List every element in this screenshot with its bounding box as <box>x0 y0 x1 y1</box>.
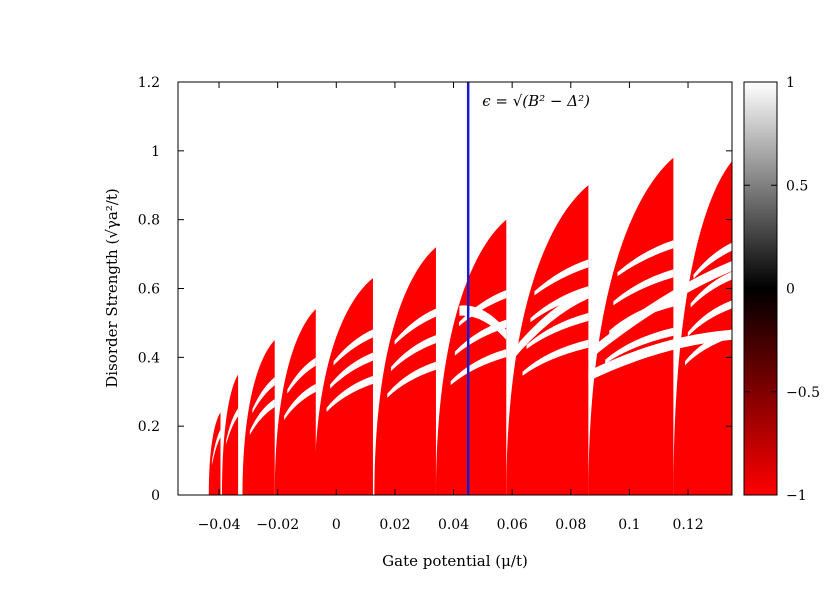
lobe-5-band-2 <box>330 352 373 389</box>
x-axis-label: Gate potential (μ/t) <box>382 552 528 570</box>
y-axis-label: Disorder Strength (√γa²/t) <box>103 188 121 387</box>
white-band-3 <box>588 260 732 361</box>
lobe-8-band-3 <box>530 286 589 323</box>
lobe-5 <box>314 278 373 495</box>
y-tick-label-2: 0.4 <box>138 350 160 366</box>
lobe-6-band-2 <box>390 335 436 372</box>
lobe-7 <box>435 219 507 495</box>
y-tick-label-5: 1 <box>151 144 160 160</box>
x-tick-label-0: −0.04 <box>198 517 241 533</box>
lobe-7-band-2 <box>454 319 507 356</box>
lobe-7-band-3 <box>459 290 507 327</box>
x-tick-label-1: −0.02 <box>256 517 299 533</box>
y-tick-label-4: 0.8 <box>138 213 160 229</box>
lobe-6-band-1 <box>387 361 436 398</box>
white-bands-group <box>459 260 732 382</box>
y-tick-label-6: 1.2 <box>138 75 160 91</box>
colorbar: 1 0.5 0 −0.5 −1 <box>743 75 820 504</box>
x-tick-label-7: 0.1 <box>618 517 640 533</box>
y-tick-label-3: 0.6 <box>138 282 160 298</box>
colorbar-ticks: 1 0.5 0 −0.5 −1 <box>744 75 820 504</box>
lobe-9-band-4 <box>617 240 674 277</box>
lobe-4-band-2 <box>287 357 316 394</box>
lobe-4-band-1 <box>284 383 316 420</box>
x-tick-label-4: 0.04 <box>438 517 469 533</box>
white-band-1 <box>459 305 507 340</box>
y-tick-label-1: 0.2 <box>138 419 160 435</box>
x-tick-label-6: 0.08 <box>555 517 586 533</box>
x-axis-ticks: −0.04 −0.02 0 0.02 0.04 0.06 0.08 0.1 0.12 <box>198 82 704 533</box>
lobe-1 <box>208 412 221 495</box>
lobe-8-band-4 <box>534 259 589 296</box>
vertical-line-label: ϵ = √(B² − Δ²) <box>482 92 590 110</box>
white-band-2 <box>512 288 589 361</box>
y-tick-label-0: 0 <box>151 488 160 504</box>
colorbar-tick-label-0: 1 <box>786 75 795 91</box>
lobe-10-band-3 <box>690 271 732 308</box>
colorbar-tick-label-3: −0.5 <box>786 385 820 401</box>
lobe-8-band-1 <box>522 339 589 376</box>
lobe-3-band-2 <box>252 377 275 414</box>
lobe-7-band-1 <box>450 349 507 386</box>
lobe-5-band-1 <box>326 375 373 412</box>
lobe-5-band-3 <box>333 329 373 366</box>
lobe-8-band-2 <box>526 312 589 349</box>
lobe-9-band-1 <box>605 327 674 364</box>
lobe-6-band-3 <box>394 308 436 345</box>
lobe-10-band-4 <box>693 242 732 279</box>
lobe-3-band-1 <box>249 399 275 436</box>
x-tick-label-2: 0 <box>332 517 341 533</box>
lobe-10 <box>673 161 732 495</box>
colorbar-tick-label-4: −1 <box>786 488 807 504</box>
colorbar-tick-label-1: 0.5 <box>786 178 808 194</box>
lobe-8 <box>506 185 589 495</box>
lobe-2-band-1 <box>226 408 239 445</box>
x-tick-label-5: 0.06 <box>497 517 528 533</box>
x-tick-label-3: 0.02 <box>379 517 410 533</box>
colorbar-tick-label-2: 0 <box>786 282 795 298</box>
lobe-6 <box>374 247 436 495</box>
y-axis-ticks: 0 0.2 0.4 0.6 0.8 1 1.2 <box>138 75 732 504</box>
lobe-2 <box>221 374 239 495</box>
plot-area: ϵ = √(B² − Δ²) <box>177 81 733 496</box>
lobe-9-band-3 <box>613 269 674 306</box>
lobe-10-band-2 <box>687 300 732 337</box>
white-band-4 <box>588 329 732 382</box>
x-tick-label-8: 0.12 <box>672 517 703 533</box>
lobe-1-band-1 <box>211 429 221 466</box>
